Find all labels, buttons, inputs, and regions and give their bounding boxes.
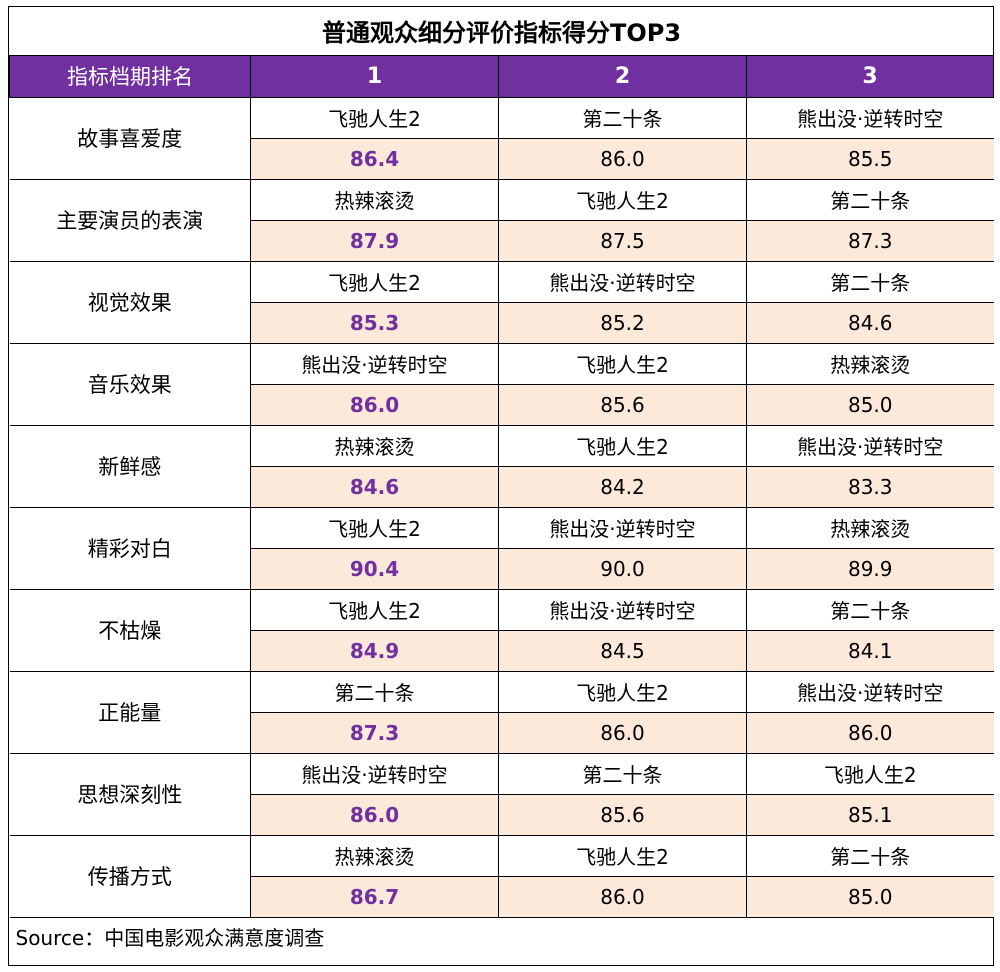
table-row: 精彩对白 飞驰人生2 熊出没·逆转时空 热辣滚烫: [9, 506, 994, 590]
film-name-rank-1: 熊出没·逆转时空: [250, 752, 499, 795]
table-row: 视觉效果 飞驰人生2 熊出没·逆转时空 第二十条: [9, 260, 994, 344]
score-rank-1: 85.3: [250, 301, 499, 344]
header-rank-2: 2: [498, 54, 747, 98]
table-row: 84.6 84.2 83.3: [10, 465, 994, 508]
film-name-rank-3: 第二十条: [746, 834, 994, 877]
film-name-rank-2: 飞驰人生2: [498, 834, 747, 877]
metric-label: 音乐效果: [9, 342, 251, 426]
metric-label: 精彩对白: [9, 506, 251, 590]
table-title: 普通观众细分评价指标得分TOP3: [9, 7, 994, 56]
film-name-rank-3: 飞驰人生2: [746, 752, 994, 795]
film-name-rank-1: 飞驰人生2: [250, 588, 499, 631]
score-rank-2: 85.2: [498, 301, 747, 344]
film-name-rank-1: 飞驰人生2: [250, 506, 499, 549]
score-rank-2: 85.6: [498, 383, 747, 426]
score-rank-1: 84.6: [250, 465, 499, 508]
film-name-rank-1: 热辣滚烫: [250, 834, 499, 877]
table-row: 87.3 86.0 86.0: [10, 711, 994, 754]
metric-label: 主要演员的表演: [9, 178, 251, 262]
metric-label: 传播方式: [9, 834, 251, 918]
score-rank-2: 86.0: [498, 711, 747, 754]
metric-label: 视觉效果: [9, 260, 251, 344]
header-row: 指标档期排名 1 2 3: [9, 54, 994, 98]
source-note: Source：中国电影观众满意度调查: [9, 916, 994, 955]
score-rank-3: 83.3: [746, 465, 994, 508]
score-rank-2: 84.5: [498, 629, 747, 672]
film-name-rank-1: 飞驰人生2: [250, 96, 499, 139]
metric-label: 正能量: [9, 670, 251, 754]
table-row: 音乐效果 熊出没·逆转时空 飞驰人生2 热辣滚烫: [9, 342, 994, 426]
header-first-col: 指标档期排名: [9, 54, 251, 98]
metric-label: 不枯燥: [9, 588, 251, 672]
film-name-rank-2: 熊出没·逆转时空: [498, 506, 747, 549]
film-name-rank-1: 第二十条: [250, 670, 499, 713]
film-name-rank-3: 第二十条: [746, 260, 994, 303]
table-row: 传播方式 热辣滚烫 飞驰人生2 第二十条: [9, 834, 994, 918]
score-rank-3: 85.5: [746, 137, 994, 180]
header-rank-3: 3: [746, 54, 994, 98]
score-rank-3: 85.1: [746, 793, 994, 836]
table-row: 新鲜感 热辣滚烫 飞驰人生2 熊出没·逆转时空: [9, 424, 994, 508]
metric-label: 故事喜爱度: [9, 96, 251, 180]
table-row: 主要演员的表演 热辣滚烫 飞驰人生2 第二十条: [9, 178, 994, 262]
score-rank-3: 85.0: [746, 875, 994, 918]
film-name-rank-1: 热辣滚烫: [250, 178, 499, 221]
film-name-rank-1: 热辣滚烫: [250, 424, 499, 467]
score-rank-2: 90.0: [498, 547, 747, 590]
film-name-rank-2: 飞驰人生2: [498, 424, 747, 467]
score-rank-3: 84.6: [746, 301, 994, 344]
film-name-rank-3: 第二十条: [746, 588, 994, 631]
score-rank-2: 87.5: [498, 219, 747, 262]
film-name-rank-3: 第二十条: [746, 178, 994, 221]
score-rank-2: 86.0: [498, 875, 747, 918]
film-name-rank-2: 飞驰人生2: [498, 178, 747, 221]
film-name-rank-3: 热辣滚烫: [746, 342, 994, 385]
score-rank-3: 85.0: [746, 383, 994, 426]
score-rank-1: 84.9: [250, 629, 499, 672]
score-rank-1: 86.7: [250, 875, 499, 918]
score-rank-1: 86.4: [250, 137, 499, 180]
table-row: 86.4 86.0 85.5: [10, 137, 994, 180]
film-name-rank-2: 熊出没·逆转时空: [498, 260, 747, 303]
score-rank-2: 85.6: [498, 793, 747, 836]
score-rank-1: 86.0: [250, 793, 499, 836]
film-name-rank-3: 热辣滚烫: [746, 506, 994, 549]
score-rank-1: 87.3: [250, 711, 499, 754]
score-rank-3: 84.1: [746, 629, 994, 672]
table-row: 86.0 85.6 85.1: [10, 793, 994, 836]
table-row: 故事喜爱度 飞驰人生2 第二十条 熊出没·逆转时空: [9, 96, 994, 180]
film-name-rank-3: 熊出没·逆转时空: [746, 670, 994, 713]
score-rank-1: 86.0: [250, 383, 499, 426]
film-name-rank-3: 熊出没·逆转时空: [746, 96, 994, 139]
ranking-table: 普通观众细分评价指标得分TOP3 指标档期排名 1 2 3 故事喜爱度 飞驰人生2…: [9, 7, 994, 955]
table-row: 正能量 第二十条 飞驰人生2 熊出没·逆转时空: [9, 670, 994, 754]
film-name-rank-2: 飞驰人生2: [498, 342, 747, 385]
film-name-rank-2: 第二十条: [498, 96, 747, 139]
table-row: 85.3 85.2 84.6: [10, 301, 994, 344]
score-rank-1: 90.4: [250, 547, 499, 590]
film-name-rank-3: 熊出没·逆转时空: [746, 424, 994, 467]
film-name-rank-1: 飞驰人生2: [250, 260, 499, 303]
film-name-rank-2: 第二十条: [498, 752, 747, 795]
score-rank-3: 86.0: [746, 711, 994, 754]
score-rank-2: 84.2: [498, 465, 747, 508]
score-rank-3: 89.9: [746, 547, 994, 590]
score-rank-2: 86.0: [498, 137, 747, 180]
film-name-rank-1: 熊出没·逆转时空: [250, 342, 499, 385]
header-rank-1: 1: [250, 54, 499, 98]
score-rank-1: 87.9: [250, 219, 499, 262]
score-rank-3: 87.3: [746, 219, 994, 262]
table-row: 不枯燥 飞驰人生2 熊出没·逆转时空 第二十条: [9, 588, 994, 672]
film-name-rank-2: 熊出没·逆转时空: [498, 588, 747, 631]
table-row: 84.9 84.5 84.1: [10, 629, 994, 672]
table-frame: 普通观众细分评价指标得分TOP3 指标档期排名 1 2 3 故事喜爱度 飞驰人生2…: [8, 6, 994, 966]
table-row: 86.0 85.6 85.0: [10, 383, 994, 426]
table-row: 思想深刻性 熊出没·逆转时空 第二十条 飞驰人生2: [9, 752, 994, 836]
metric-label: 新鲜感: [9, 424, 251, 508]
film-name-rank-2: 飞驰人生2: [498, 670, 747, 713]
metric-label: 思想深刻性: [9, 752, 251, 836]
